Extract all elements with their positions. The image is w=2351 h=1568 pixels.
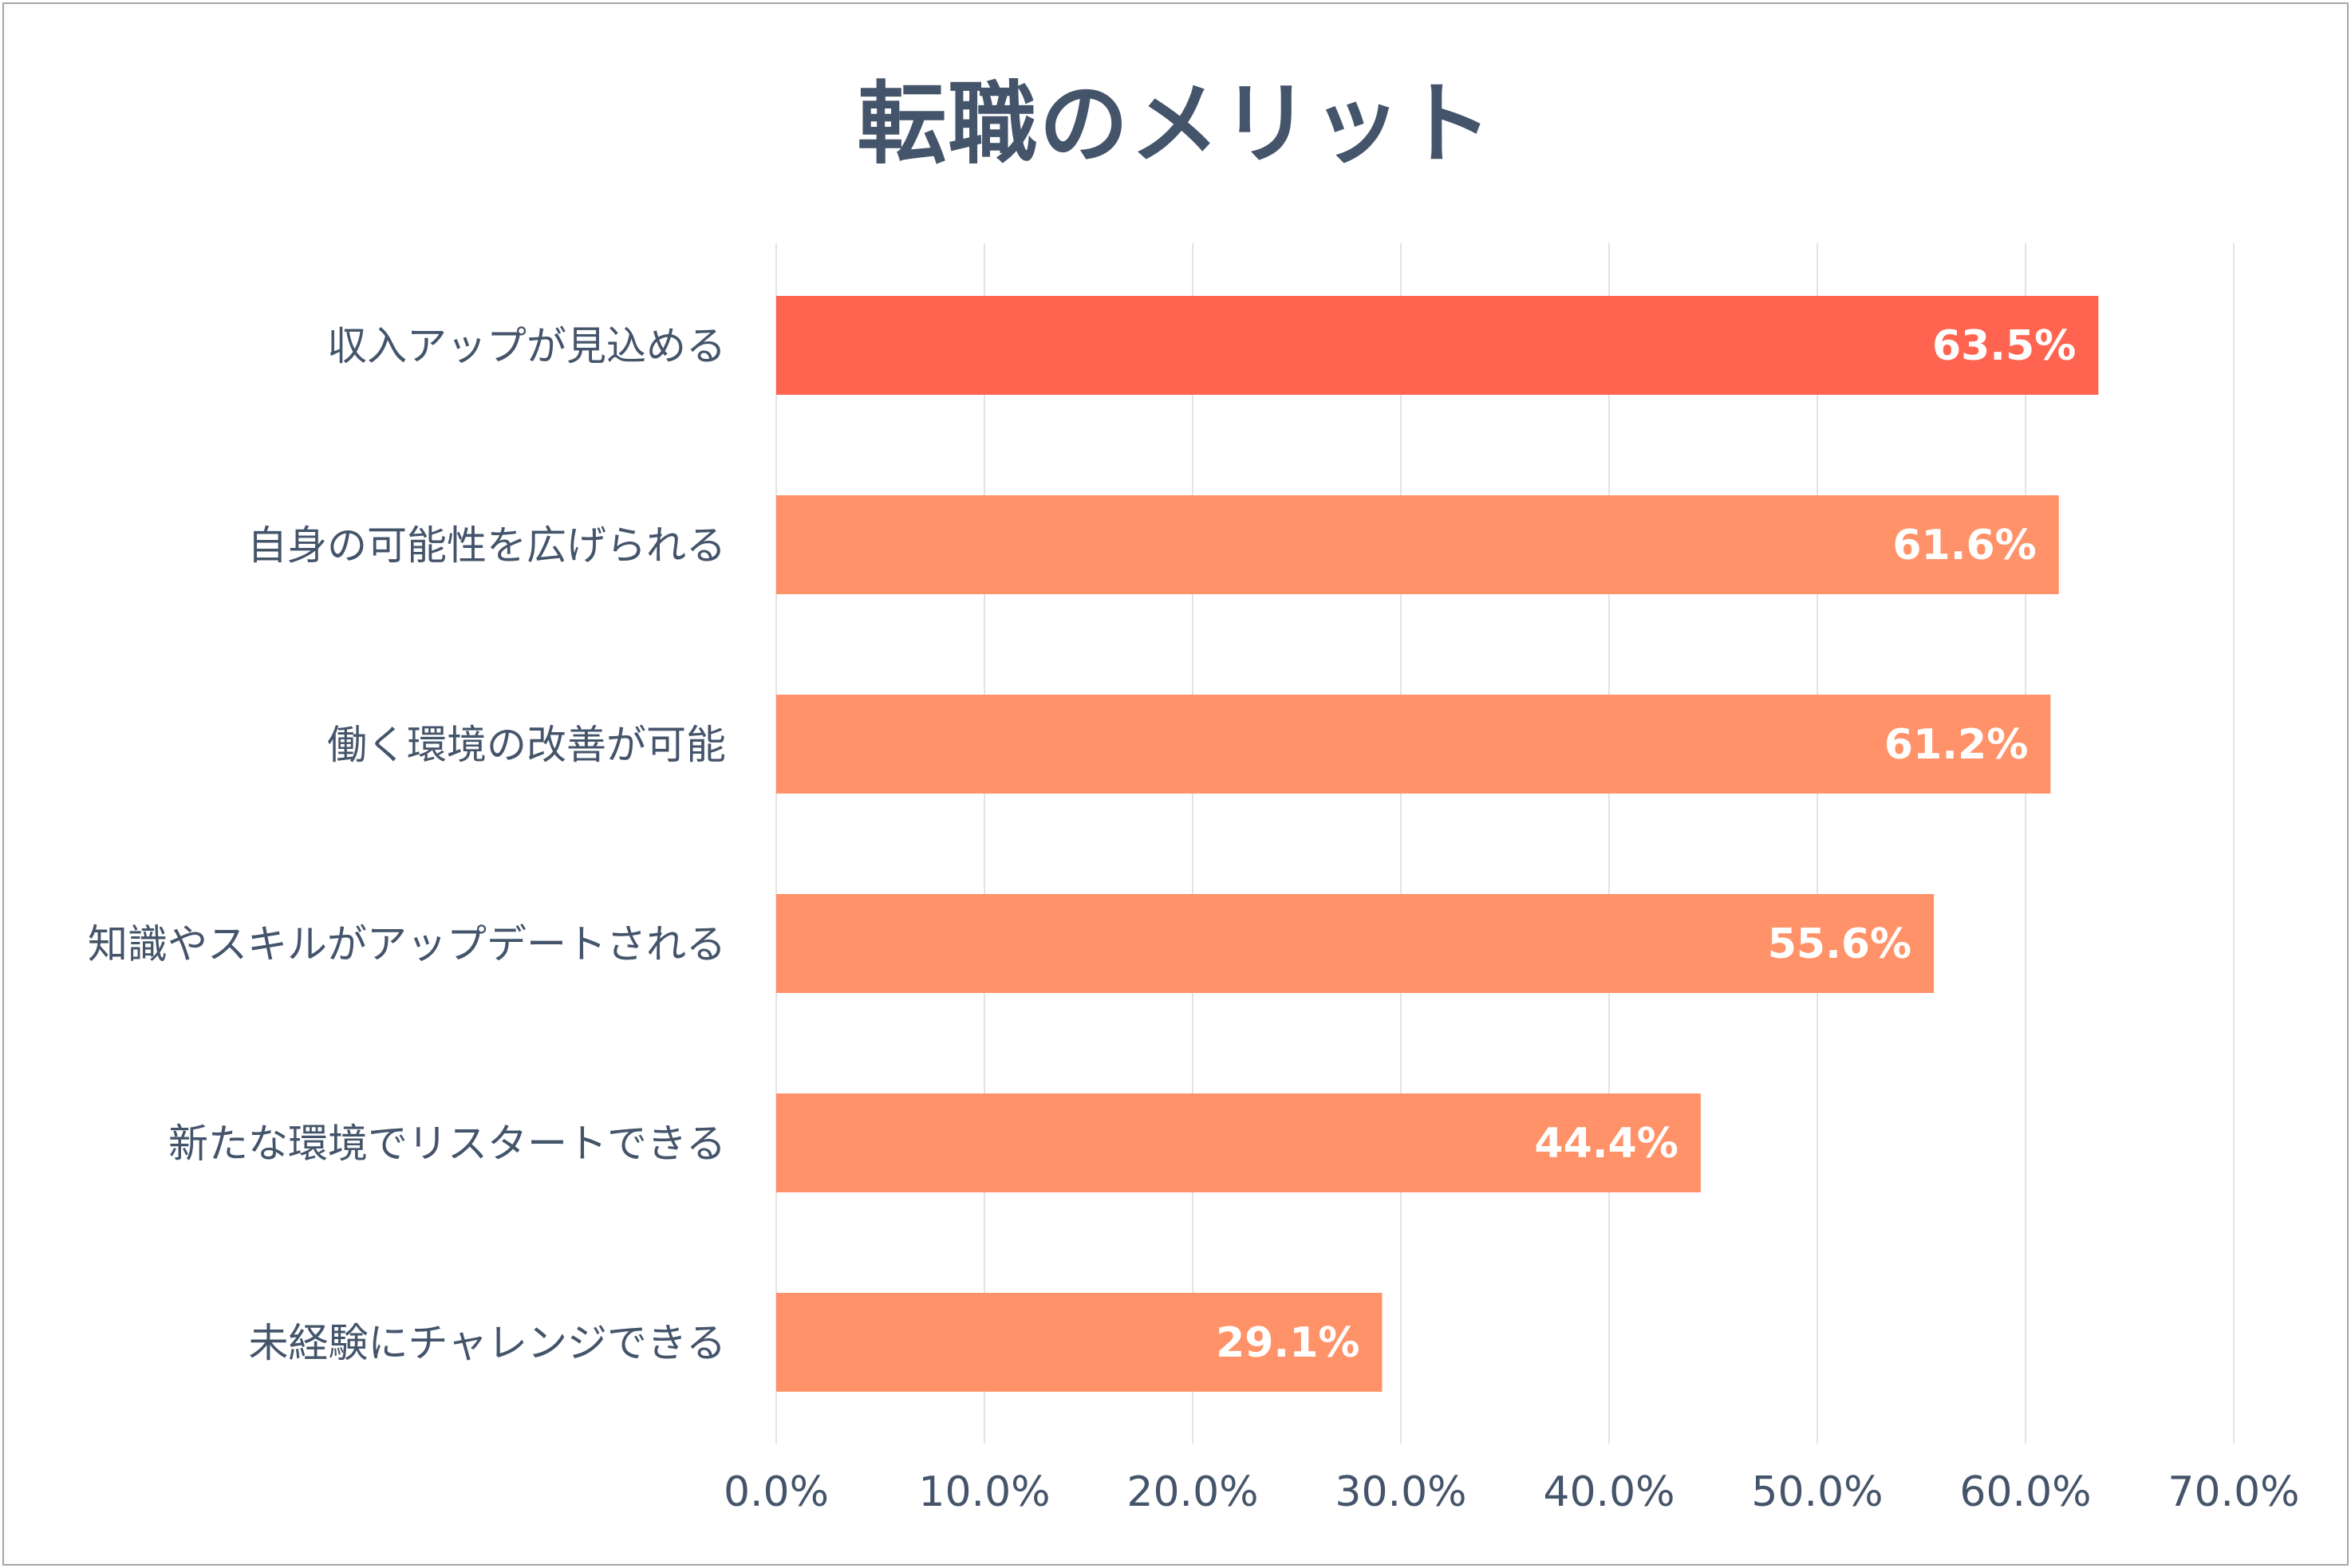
bar [776,296,2099,395]
bars: 63.5% 61.6% 61.2% 55.6% 44.4% 29.1% [776,296,2099,1392]
x-tick-label: 0.0% [724,1468,829,1516]
category-label: 知識やスキルがアップデートされる [88,921,726,967]
category-label: 新たな環境でリスタートできる [168,1121,726,1167]
data-label: 63.5% [1932,322,2076,370]
x-tick-label: 50.0% [1751,1468,1883,1516]
x-tick-label: 70.0% [2168,1468,2299,1516]
data-label: 44.4% [1534,1120,1678,1168]
category-label: 収入アップが見込める [327,323,726,369]
bar [776,894,1935,993]
x-tick-label: 60.0% [1959,1468,2091,1516]
bar [776,695,2051,794]
category-label: 未経験にチャレンジできる [249,1320,727,1366]
category-labels: 収入アップが見込める自身の可能性を広げられる働く環境の改善が可能知識やスキルがア… [88,323,726,1366]
data-label: 29.1% [1216,1319,1359,1367]
category-label: 自身の可能性を広げられる [247,522,726,569]
data-label: 61.2% [1884,721,2028,769]
data-label: 61.6% [1892,522,2036,569]
category-label: 働く環境の改善が可能 [327,722,726,768]
x-tick-label: 40.0% [1543,1468,1674,1516]
x-tick-label: 10.0% [918,1468,1050,1516]
chart-title: 転職のメリット [857,73,1494,176]
x-tick-label: 30.0% [1335,1468,1466,1516]
bar [776,495,2059,594]
x-tick-label: 20.0% [1126,1468,1258,1516]
data-label: 55.6% [1768,920,1911,968]
bar [776,1093,1701,1192]
bar [776,1293,1383,1392]
gridlines [775,243,2235,1444]
x-axis-tick-labels: 0.0% 10.0% 20.0% 30.0% 40.0% 50.0% 60.0% 70.0% [724,1468,2300,1516]
